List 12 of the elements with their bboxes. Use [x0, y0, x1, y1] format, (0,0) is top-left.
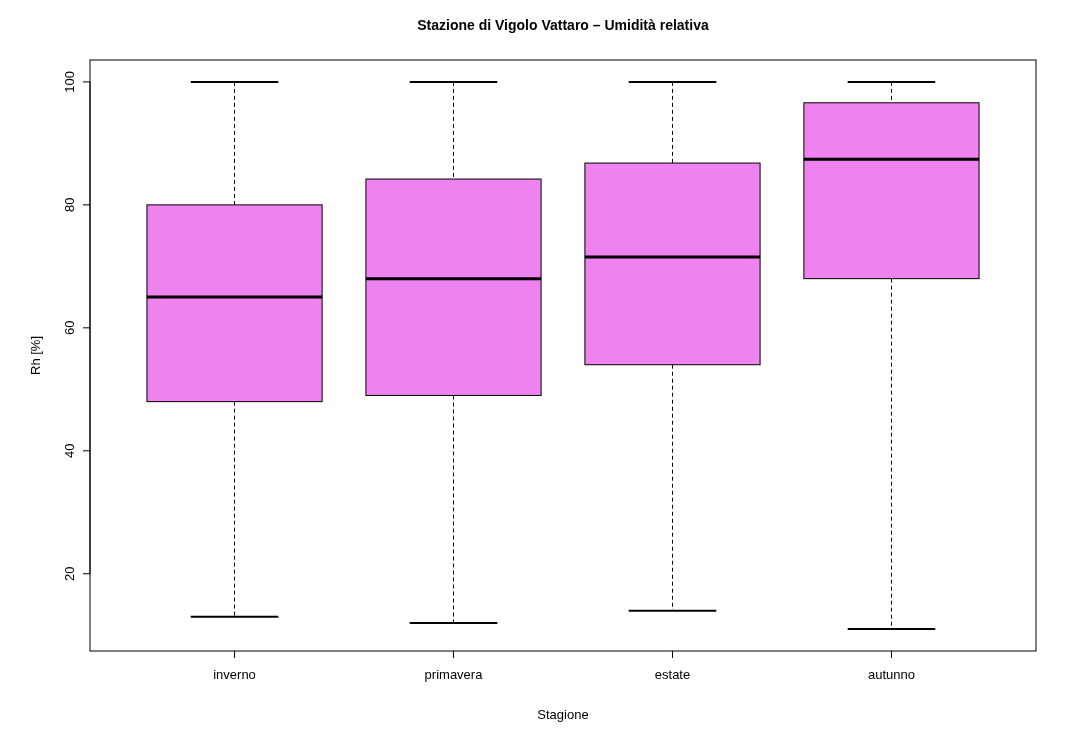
y-tick-label: 100: [62, 71, 77, 93]
x-tick-label: estate: [654, 667, 691, 682]
y-axis-title: Rh [%]: [28, 335, 43, 376]
x-axis-title: Stagione: [537, 707, 589, 722]
y-tick-label: 40: [62, 443, 77, 459]
x-tick-label: inverno: [213, 667, 256, 682]
chart-title: Stazione di Vigolo Vattaro – Umidità relativa: [417, 17, 709, 33]
x-tick-label: autunno: [867, 667, 915, 682]
x-tick-label: primavera: [424, 667, 484, 682]
y-tick-label: 20: [62, 566, 77, 582]
y-tick-label: 60: [62, 320, 77, 336]
y-tick-label: 80: [62, 197, 77, 213]
